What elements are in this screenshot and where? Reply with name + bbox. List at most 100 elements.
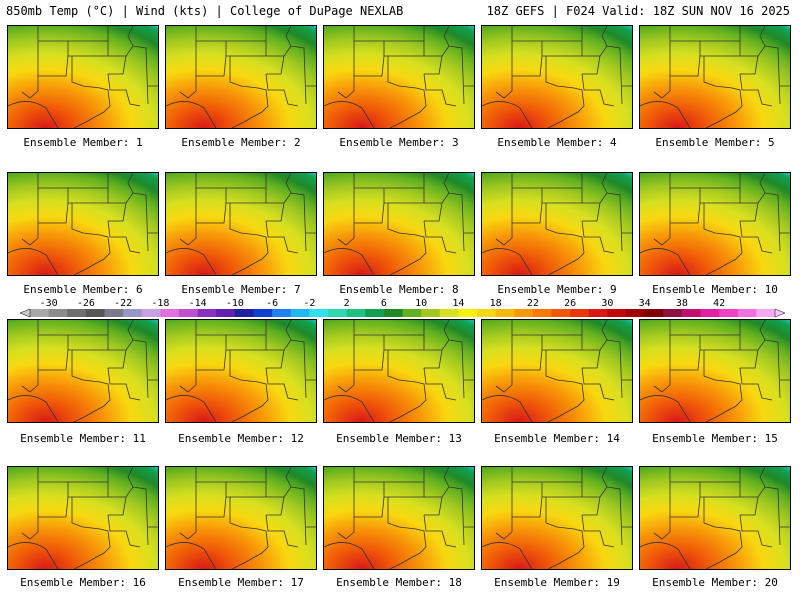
model-run-info: 18Z GEFS | F024 Valid: 18Z SUN NOV 16 20… (486, 4, 790, 18)
ensemble-member-label: Ensemble Member: 6 (23, 283, 143, 296)
colorbar-tick-label: -2 (303, 298, 315, 309)
ensemble-map-2 (165, 25, 317, 129)
ensemble-map-12 (165, 319, 317, 423)
ensemble-map-13 (323, 319, 475, 423)
colorbar-swatch (253, 309, 273, 317)
colorbar-tick-label: 42 (713, 298, 725, 309)
colorbar-swatch (607, 309, 627, 317)
ensemble-map-18 (323, 466, 475, 570)
colorbar-tick-label: 26 (564, 298, 576, 309)
colorbar-tick-label: 30 (601, 298, 613, 309)
colorbar-tick-label: 10 (415, 298, 427, 309)
colorbar-swatch (570, 309, 590, 317)
colorbar-swatch (216, 309, 236, 317)
colorbar-swatch (104, 309, 124, 317)
colorbar-swatch (234, 309, 254, 317)
colorbar-swatch (514, 309, 534, 317)
ensemble-member-label: Ensemble Member: 19 (494, 576, 620, 589)
ensemble-map-16 (7, 466, 159, 570)
colorbar-swatch (48, 309, 68, 317)
colorbar-swatch (719, 309, 739, 317)
map-title: 850mb Temp (°C) | Wind (kts) | College o… (6, 4, 404, 18)
colorbar-swatch (402, 309, 422, 317)
colorbar-tick-label: 6 (381, 298, 387, 309)
colorbar-tick-label: -26 (77, 298, 95, 309)
colorbar-swatch (439, 309, 459, 317)
ensemble-member-label: Ensemble Member: 12 (178, 432, 304, 445)
colorbar-swatch (328, 309, 348, 317)
ensemble-member-label: Ensemble Member: 11 (20, 432, 146, 445)
ensemble-map-5 (639, 25, 791, 129)
ensemble-map-11 (7, 319, 159, 423)
colorbar-tick-label: 14 (452, 298, 464, 309)
colorbar-tick-label: -22 (114, 298, 132, 309)
colorbar-swatch (756, 309, 776, 317)
ensemble-map-10 (639, 172, 791, 276)
ensemble-member-label: Ensemble Member: 10 (652, 283, 778, 296)
ensemble-member-label: Ensemble Member: 8 (339, 283, 459, 296)
colorbar-swatch (626, 309, 646, 317)
colorbar-swatch (383, 309, 403, 317)
ensemble-member-label: Ensemble Member: 18 (336, 576, 462, 589)
colorbar-swatch (85, 309, 105, 317)
colorbar-tick-label: 38 (676, 298, 688, 309)
colorbar-swatch (123, 309, 143, 317)
ensemble-map-8 (323, 172, 475, 276)
ensemble-map-3 (323, 25, 475, 129)
colorbar-swatch (365, 309, 385, 317)
colorbar-swatch (290, 309, 310, 317)
colorbar-swatch (30, 309, 50, 317)
colorbar-swatch (309, 309, 329, 317)
colorbar-swatch (160, 309, 180, 317)
ensemble-map-19 (481, 466, 633, 570)
colorbar-tick-label: -14 (189, 298, 207, 309)
ensemble-map-15 (639, 319, 791, 423)
ensemble-member-label: Ensemble Member: 17 (178, 576, 304, 589)
temperature-colorbar: -30 -26 -22 -18 -14 -10 -6 -2 2 6 10 14 18 22 26 30 34 38… (10, 297, 790, 319)
ensemble-member-label: Ensemble Member: 20 (652, 576, 778, 589)
colorbar-swatch (477, 309, 497, 317)
ensemble-map-7 (165, 172, 317, 276)
ensemble-map-1 (7, 25, 159, 129)
colorbar-tick-label: 18 (490, 298, 502, 309)
ensemble-map-14 (481, 319, 633, 423)
colorbar-swatch (644, 309, 664, 317)
colorbar-swatch (197, 309, 217, 317)
colorbar-swatch (346, 309, 366, 317)
ensemble-member-label: Ensemble Member: 1 (23, 136, 143, 149)
colorbar-swatch (141, 309, 161, 317)
colorbar-swatch (67, 309, 87, 317)
colorbar-swatch (272, 309, 292, 317)
colorbar-tick-label: -30 (40, 298, 58, 309)
colorbar-tick-label: -6 (266, 298, 278, 309)
ensemble-member-label: Ensemble Member: 3 (339, 136, 459, 149)
ensemble-member-label: Ensemble Member: 5 (655, 136, 775, 149)
colorbar-swatch (588, 309, 608, 317)
colorbar-tick-label: 22 (527, 298, 539, 309)
colorbar-swatch (551, 309, 571, 317)
ensemble-member-label: Ensemble Member: 13 (336, 432, 462, 445)
ensemble-member-label: Ensemble Member: 14 (494, 432, 620, 445)
colorbar-arrow (19, 308, 31, 318)
colorbar-swatch (495, 309, 515, 317)
colorbar-swatch (532, 309, 552, 317)
colorbar-swatch (700, 309, 720, 317)
ensemble-map-9 (481, 172, 633, 276)
ensemble-map-6 (7, 172, 159, 276)
colorbar-swatch (421, 309, 441, 317)
ensemble-member-label: Ensemble Member: 7 (181, 283, 301, 296)
ensemble-member-label: Ensemble Member: 15 (652, 432, 778, 445)
colorbar-swatch (179, 309, 199, 317)
ensemble-map-17 (165, 466, 317, 570)
colorbar-tick-label: 2 (344, 298, 350, 309)
colorbar-swatch (458, 309, 478, 317)
ensemble-map-20 (639, 466, 791, 570)
ensemble-member-label: Ensemble Member: 4 (497, 136, 617, 149)
colorbar-swatch (737, 309, 757, 317)
ensemble-member-label: Ensemble Member: 2 (181, 136, 301, 149)
ensemble-map-4 (481, 25, 633, 129)
colorbar-swatch (681, 309, 701, 317)
colorbar-arrow (774, 308, 786, 318)
ensemble-member-label: Ensemble Member: 16 (20, 576, 146, 589)
colorbar-tick-label: -18 (151, 298, 169, 309)
